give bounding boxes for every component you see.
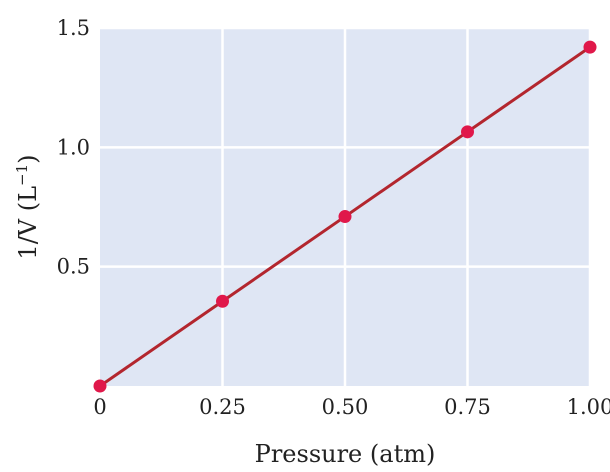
y-tick-label-2: 1.5: [57, 16, 90, 40]
x-tick-label-1: 0.25: [199, 395, 246, 419]
data-point-0-3: [461, 125, 474, 139]
x-axis-tick-labels: 0 0.25 0.50 0.75 1.00: [93, 395, 610, 419]
y-axis-title-main: 1/V (L: [14, 186, 42, 260]
data-point-0-4: [583, 40, 597, 54]
series: [93, 40, 597, 393]
x-tick-label-4: 1.00: [567, 395, 610, 419]
x-axis-title: Pressure (atm): [255, 440, 436, 468]
y-axis-title-superscript: −1: [13, 164, 31, 186]
y-axis-title-close: ): [14, 154, 42, 163]
data-point-0-1: [216, 294, 229, 308]
y-axis-title: 1/V (L−1): [13, 154, 42, 259]
data-point-0-0: [93, 379, 107, 393]
y-tick-label-1: 1.0: [57, 135, 90, 159]
data-point-0-2: [338, 210, 352, 224]
x-tick-label-0: 0: [93, 395, 106, 419]
y-tick-label-0: 0.5: [57, 255, 90, 279]
gridlines: [100, 26, 592, 386]
x-tick-label-3: 0.75: [444, 395, 491, 419]
x-tick-label-2: 0.50: [322, 395, 369, 419]
y-axis-tick-labels: 0.5 1.0 1.5: [57, 16, 90, 279]
